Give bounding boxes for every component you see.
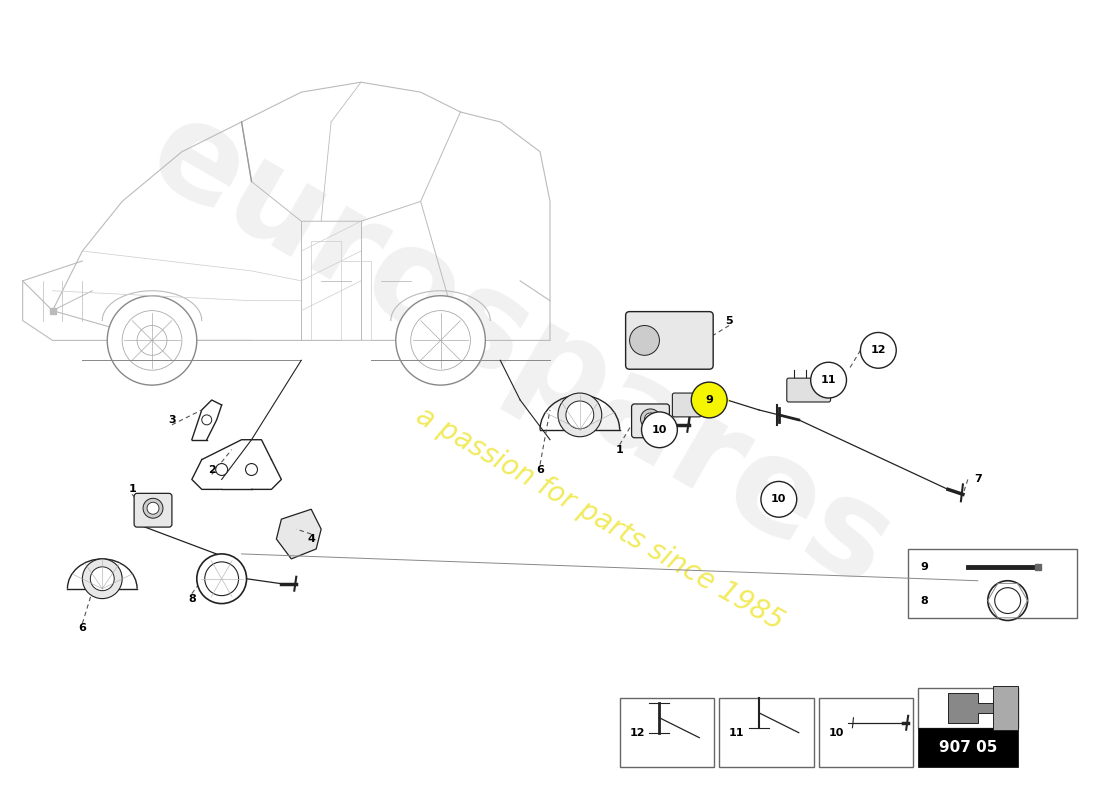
Text: 10: 10	[771, 494, 786, 504]
FancyBboxPatch shape	[918, 728, 1018, 767]
FancyBboxPatch shape	[134, 494, 172, 527]
Text: 2: 2	[208, 465, 216, 474]
Circle shape	[205, 562, 239, 596]
Polygon shape	[276, 510, 321, 559]
Circle shape	[143, 498, 163, 518]
Text: 1: 1	[616, 445, 624, 454]
Text: 8: 8	[188, 594, 196, 604]
Text: 1: 1	[129, 484, 136, 494]
Circle shape	[138, 326, 167, 355]
FancyBboxPatch shape	[672, 393, 701, 417]
Circle shape	[691, 382, 727, 418]
Circle shape	[107, 296, 197, 385]
Circle shape	[410, 310, 471, 370]
Circle shape	[641, 412, 678, 448]
Text: 11: 11	[729, 728, 745, 738]
Circle shape	[201, 415, 211, 425]
FancyBboxPatch shape	[909, 549, 1077, 618]
Circle shape	[860, 333, 896, 368]
FancyBboxPatch shape	[619, 698, 714, 767]
Circle shape	[216, 463, 228, 475]
Text: 4: 4	[307, 534, 315, 544]
Text: 6: 6	[536, 465, 544, 474]
Circle shape	[645, 413, 657, 425]
Text: a passion for parts since 1985: a passion for parts since 1985	[411, 402, 789, 636]
Text: 3: 3	[168, 415, 176, 425]
Text: 12: 12	[629, 728, 645, 738]
Circle shape	[640, 409, 660, 429]
FancyBboxPatch shape	[719, 698, 814, 767]
Text: 907 05: 907 05	[938, 740, 997, 755]
Polygon shape	[948, 693, 998, 722]
Circle shape	[197, 554, 246, 603]
Circle shape	[82, 559, 122, 598]
Circle shape	[761, 482, 796, 517]
FancyBboxPatch shape	[818, 698, 913, 767]
Circle shape	[558, 393, 602, 437]
Text: 10: 10	[828, 728, 844, 738]
Text: eurospares: eurospares	[126, 86, 913, 614]
Circle shape	[245, 463, 257, 475]
Polygon shape	[993, 686, 1018, 730]
Circle shape	[90, 567, 114, 590]
Circle shape	[396, 296, 485, 385]
Text: 8: 8	[920, 595, 928, 606]
Text: 6: 6	[78, 623, 86, 634]
Text: 10: 10	[652, 425, 667, 434]
FancyBboxPatch shape	[631, 404, 670, 438]
FancyBboxPatch shape	[786, 378, 830, 402]
Circle shape	[629, 326, 659, 355]
Circle shape	[147, 502, 160, 514]
Circle shape	[811, 362, 847, 398]
FancyBboxPatch shape	[626, 312, 713, 370]
FancyBboxPatch shape	[918, 688, 1018, 728]
Text: 7: 7	[974, 474, 981, 485]
Circle shape	[122, 310, 182, 370]
Text: 9: 9	[920, 562, 928, 572]
Text: 12: 12	[870, 346, 887, 355]
Circle shape	[994, 588, 1021, 614]
Circle shape	[988, 581, 1027, 621]
Text: 5: 5	[725, 315, 733, 326]
Circle shape	[565, 401, 594, 429]
Text: 11: 11	[821, 375, 836, 385]
Text: 9: 9	[705, 395, 713, 405]
